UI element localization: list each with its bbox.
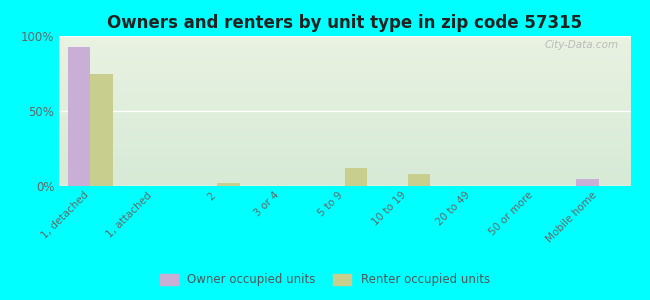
Bar	[90, 74, 112, 186]
Bar	[577, 178, 599, 186]
Bar	[217, 183, 240, 186]
Bar	[344, 168, 367, 186]
Title: Owners and renters by unit type in zip code 57315: Owners and renters by unit type in zip c…	[107, 14, 582, 32]
Bar	[408, 174, 430, 186]
Text: City-Data.com: City-Data.com	[545, 40, 619, 50]
Bar	[68, 46, 90, 186]
Legend: Owner occupied units, Renter occupied units: Owner occupied units, Renter occupied un…	[155, 269, 495, 291]
